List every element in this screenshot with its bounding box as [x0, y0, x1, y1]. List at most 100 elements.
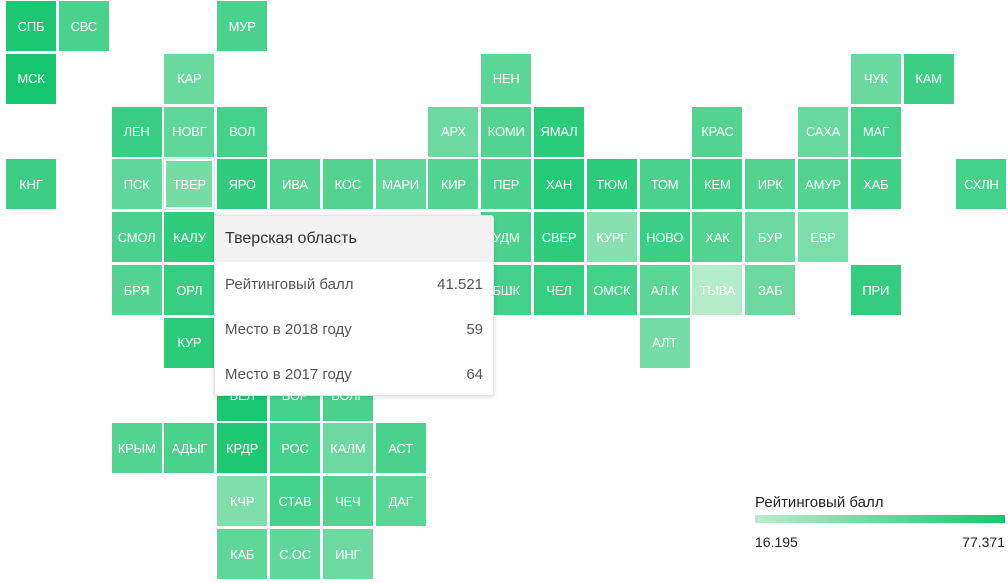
region-tile[interactable]: МСК: [6, 53, 56, 104]
region-tile[interactable]: КОМИ: [481, 106, 532, 157]
region-tile-label: ДАГ: [388, 493, 413, 509]
region-tile[interactable]: ТЮМ: [586, 159, 637, 210]
region-tile[interactable]: ПРИ: [850, 265, 901, 315]
region-tile[interactable]: БРЯ: [111, 265, 162, 315]
region-tile[interactable]: СПБ: [6, 1, 56, 51]
region-tile-label: КАЛУ: [173, 229, 206, 245]
region-tile[interactable]: ВОЛ: [217, 106, 268, 157]
region-tile[interactable]: КЕМ: [692, 159, 743, 210]
region-tile[interactable]: МАГ: [850, 106, 901, 157]
region-tile-label: АДЫГ: [171, 440, 208, 456]
region-tile[interactable]: ЕВР: [798, 212, 848, 263]
region-tile-label: КОС: [334, 176, 362, 192]
region-tile-label: КУР: [177, 335, 202, 351]
region-tile[interactable]: НОВГ: [164, 106, 215, 157]
region-tile[interactable]: МУР: [217, 1, 268, 51]
region-tile[interactable]: ИНГ: [322, 529, 373, 579]
region-tile[interactable]: КОС: [322, 159, 373, 210]
region-tile[interactable]: АДЫГ: [164, 423, 215, 474]
region-tile[interactable]: КРДР: [217, 423, 268, 474]
region-tile-label: ХАК: [705, 229, 730, 245]
region-tile-label: ЛЕН: [123, 124, 150, 140]
region-tile-label: САХА: [805, 124, 841, 140]
tooltip-title: Тверская область: [215, 216, 493, 262]
region-tile[interactable]: ЯМАЛ: [534, 106, 584, 157]
region-tile[interactable]: КИР: [428, 159, 479, 210]
region-tile[interactable]: СВЕР: [534, 212, 584, 263]
region-tile[interactable]: АМУР: [798, 159, 848, 210]
region-tile[interactable]: АСТ: [375, 423, 426, 474]
tooltip-score-label: Рейтинговый балл: [225, 276, 354, 293]
region-tile[interactable]: СТАВ: [270, 476, 320, 527]
region-tile[interactable]: СМОЛ: [111, 212, 162, 263]
region-tile[interactable]: КУРГ: [586, 212, 637, 263]
region-tile[interactable]: АРХ: [428, 106, 479, 157]
region-tile[interactable]: ИРК: [745, 159, 796, 210]
region-tile[interactable]: ХАК: [692, 212, 743, 263]
region-tile[interactable]: КАР: [164, 53, 215, 104]
region-tile-label: ХАБ: [863, 176, 889, 192]
region-tile[interactable]: ОМСК: [586, 265, 637, 315]
region-tile[interactable]: КРЫМ: [111, 423, 162, 474]
region-tile[interactable]: КУР: [164, 317, 215, 368]
region-tile[interactable]: ЧЕЧ: [322, 476, 373, 527]
region-tile[interactable]: АЛТ: [639, 317, 690, 368]
region-tile-label: РОС: [281, 440, 309, 456]
tooltip-rank-2018-label: Место в 2018 году: [225, 321, 352, 338]
region-tile[interactable]: ХАБ: [850, 159, 901, 210]
region-tile[interactable]: НОВО: [639, 212, 690, 263]
region-tile[interactable]: КАЛУ: [164, 212, 215, 263]
region-tile[interactable]: МАРИ: [375, 159, 426, 210]
region-tile[interactable]: ОРЛ: [164, 265, 215, 315]
region-tile[interactable]: СВС: [58, 1, 109, 51]
region-tile[interactable]: КНГ: [6, 159, 56, 210]
region-tile-label: ЯРО: [228, 176, 256, 192]
region-tile-label: КНГ: [19, 176, 43, 192]
region-tile-label: НОВО: [646, 229, 684, 245]
region-tile-label: БУР: [757, 229, 783, 245]
region-tile-label: ТЫВА: [699, 282, 736, 298]
region-tile[interactable]: КАЛМ: [322, 423, 373, 474]
region-tile-label: КАР: [177, 71, 202, 87]
legend-min-label: 16.195: [755, 534, 798, 550]
region-tile[interactable]: ЛЕН: [111, 106, 162, 157]
region-tile[interactable]: ЯРО: [217, 159, 268, 210]
region-tile-label: СВЕР: [541, 229, 577, 245]
region-tile[interactable]: РОС: [270, 423, 320, 474]
legend-max-label: 77.371: [962, 534, 1005, 550]
region-tile-label: МУР: [228, 18, 256, 34]
region-tile[interactable]: КАМ: [903, 53, 954, 104]
region-tile[interactable]: АЛ.К: [639, 265, 690, 315]
region-tile[interactable]: КРАС: [692, 106, 743, 157]
region-tile[interactable]: КАБ: [217, 529, 268, 579]
region-tile[interactable]: С.ОС: [270, 529, 320, 579]
region-tile[interactable]: БУР: [745, 212, 796, 263]
region-tile[interactable]: ЧЕЛ: [534, 265, 584, 315]
region-tile[interactable]: ТВЕР: [163, 158, 216, 211]
region-tile[interactable]: ПЕР: [481, 159, 532, 210]
region-tile-label: АЛТ: [652, 335, 678, 351]
region-tile[interactable]: САХА: [798, 106, 848, 157]
region-tile-label: СПБ: [17, 18, 45, 34]
region-tile-label: КРЫМ: [117, 440, 156, 456]
tooltip-score-value: 41.521: [437, 276, 483, 293]
tooltip-rank-2017-value: 64: [466, 366, 483, 383]
region-tile[interactable]: СХЛН: [956, 159, 1007, 210]
region-tile-label: МАРИ: [382, 176, 419, 192]
region-tile[interactable]: КЧР: [217, 476, 268, 527]
region-tile[interactable]: ТЫВА: [692, 265, 743, 315]
region-tile-label: ОМСК: [593, 282, 631, 298]
color-legend: Рейтинговый балл 16.195 77.371: [755, 493, 1005, 553]
region-tile-label: ХАН: [545, 176, 573, 192]
region-tile[interactable]: НЕН: [481, 53, 532, 104]
region-tile[interactable]: ТОМ: [639, 159, 690, 210]
region-tile[interactable]: ЗАБ: [745, 265, 796, 315]
region-tile[interactable]: ПСК: [111, 159, 162, 210]
tooltip-row-rank-2017: Место в 2017 году 64: [215, 352, 493, 397]
region-tile[interactable]: ДАГ: [375, 476, 426, 527]
region-tile[interactable]: ХАН: [534, 159, 584, 210]
region-tile-label: КЕМ: [704, 176, 731, 192]
region-tile[interactable]: ИВА: [270, 159, 320, 210]
region-tile[interactable]: ЧУК: [850, 53, 901, 104]
